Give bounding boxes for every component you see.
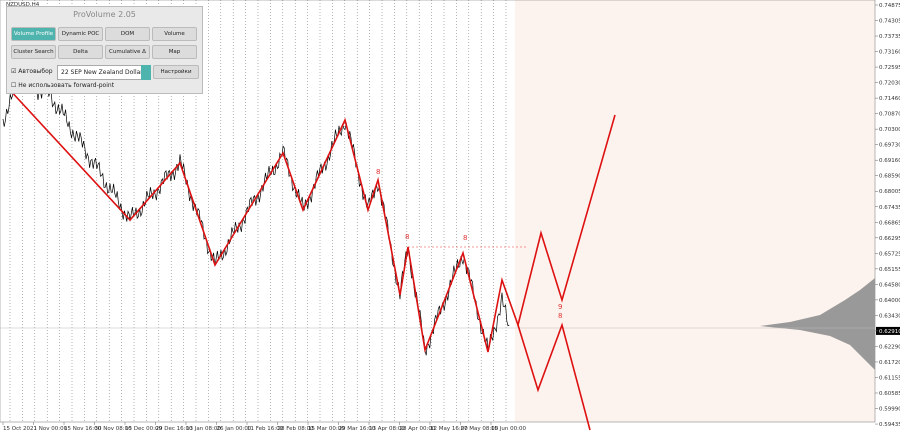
marker: 9: [558, 303, 562, 311]
price-label: 0.67435: [879, 205, 900, 211]
price-label: 0.61720: [879, 360, 900, 366]
label: Не использовать forward-point: [18, 82, 115, 89]
time-label: 13 Apr 08:00: [369, 426, 405, 432]
price-label: 0.68005: [879, 189, 900, 195]
panel-button[interactable]: DOM: [105, 27, 150, 41]
forecast-bg: [515, 0, 875, 422]
panel-button[interactable]: Volume: [152, 27, 197, 41]
forward-point[interactable]: ☐ Не использовать forward-point: [11, 82, 115, 89]
time-label: 26 Jan 00:00: [217, 426, 252, 432]
panel-button[interactable]: Delta: [58, 45, 103, 59]
price-label: 0.73735: [879, 34, 900, 40]
marker: 8: [376, 168, 380, 176]
price-label: 0.60585: [879, 391, 900, 397]
time-label: 13 Jan 08:00: [186, 426, 221, 432]
time-label: 29 Dec 16:00: [156, 426, 193, 432]
provolume-panel: ProVolume 2.05 Volume Profile Dynamic POC…: [6, 6, 203, 94]
price-label: 0.62910: [879, 329, 900, 335]
auto-select[interactable]: ☑ Автовыбор: [11, 68, 53, 75]
price-label: 0.72595: [879, 65, 900, 71]
price-label: 0.64000: [879, 298, 900, 304]
price-label: 0.66295: [879, 236, 900, 242]
time-label: 15 Nov 16:00: [64, 426, 102, 432]
time-label: 28 Apr 00:00: [400, 426, 436, 432]
price-label: 0.69160: [879, 158, 900, 164]
time-label: 15 Jun 00:00: [491, 426, 526, 432]
time-label: 15 Dec 00:00: [125, 426, 162, 432]
time-label: 15 Oct 2021: [3, 426, 37, 432]
panel-button[interactable]: Volume Profile: [11, 27, 56, 41]
price-label: 0.59990: [879, 407, 900, 413]
label: 22 SEP New Zealand Dollar: [61, 69, 143, 76]
panel-title: ProVolume 2.05: [73, 10, 136, 19]
price-label: 0.69730: [879, 143, 900, 149]
price-label: 0.62290: [879, 344, 900, 350]
time-label: 30 Nov 08:00: [95, 426, 133, 432]
price-label: 0.72030: [879, 81, 900, 87]
time-label: 12 May 16:00: [430, 426, 468, 432]
marker: 8: [558, 312, 562, 320]
price-label: 0.71460: [879, 96, 900, 102]
price-label: 0.70300: [879, 127, 900, 133]
price-label: 0.66865: [879, 220, 900, 226]
price-label: 0.61155: [879, 375, 900, 381]
price-label: 0.74305: [879, 19, 900, 25]
marker: 8: [463, 234, 467, 242]
zigzag-alt: [517, 322, 591, 431]
time-label: 11 Feb 16:00: [247, 426, 284, 432]
time-label: 28 Feb 08:00: [278, 426, 315, 432]
time-label: 29 Mar 16:00: [339, 426, 376, 432]
panel-button[interactable]: Cluster Search: [11, 45, 56, 59]
price-label: 0.73160: [879, 50, 900, 56]
volume-profile: [760, 278, 875, 370]
price-label: 0.74875: [879, 3, 900, 9]
panel-button[interactable]: Cumulative Δ: [105, 45, 150, 59]
label: Автовыбор: [18, 68, 53, 75]
marker: 8: [405, 233, 409, 241]
panel-button[interactable]: Dynamic POC: [58, 27, 103, 41]
symbol: NZDUSD,H4: [6, 2, 40, 8]
panel-button[interactable]: Map: [152, 45, 197, 59]
settings-button[interactable]: Настройки: [153, 65, 199, 79]
dropdown-arrow[interactable]: [141, 65, 151, 80]
price-label: 0.63430: [879, 313, 900, 319]
price-label: 0.70870: [879, 112, 900, 118]
time-label: 15 Mar 00:00: [308, 426, 345, 432]
time-label: 1 Nov 00:00: [34, 426, 68, 432]
current-price-box: [876, 326, 900, 335]
price-label: 0.59435: [879, 422, 900, 428]
price-label: 0.65725: [879, 251, 900, 257]
instrument-select[interactable]: 22 SEP New Zealand Dollar: [57, 65, 148, 80]
price-label: 0.64580: [879, 282, 900, 288]
time-label: 27 May 08:00: [461, 426, 499, 432]
frame: [0, 0, 876, 423]
price-label: 0.65155: [879, 267, 900, 273]
price-label: 0.68590: [879, 174, 900, 180]
